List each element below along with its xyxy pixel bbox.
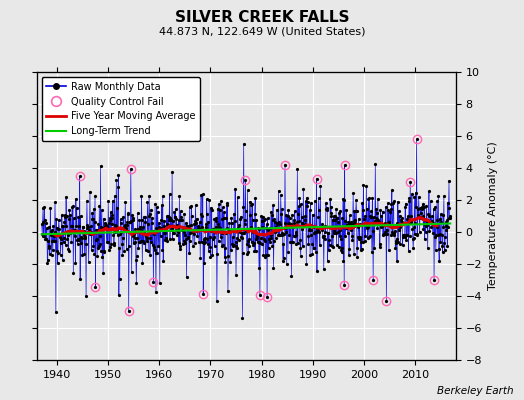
Text: SILVER CREEK FALLS: SILVER CREEK FALLS <box>174 10 350 25</box>
Y-axis label: Temperature Anomaly (°C): Temperature Anomaly (°C) <box>488 142 498 290</box>
Legend: Raw Monthly Data, Quality Control Fail, Five Year Moving Average, Long-Term Tren: Raw Monthly Data, Quality Control Fail, … <box>41 77 200 141</box>
Text: Berkeley Earth: Berkeley Earth <box>437 386 514 396</box>
Text: 44.873 N, 122.649 W (United States): 44.873 N, 122.649 W (United States) <box>159 26 365 36</box>
